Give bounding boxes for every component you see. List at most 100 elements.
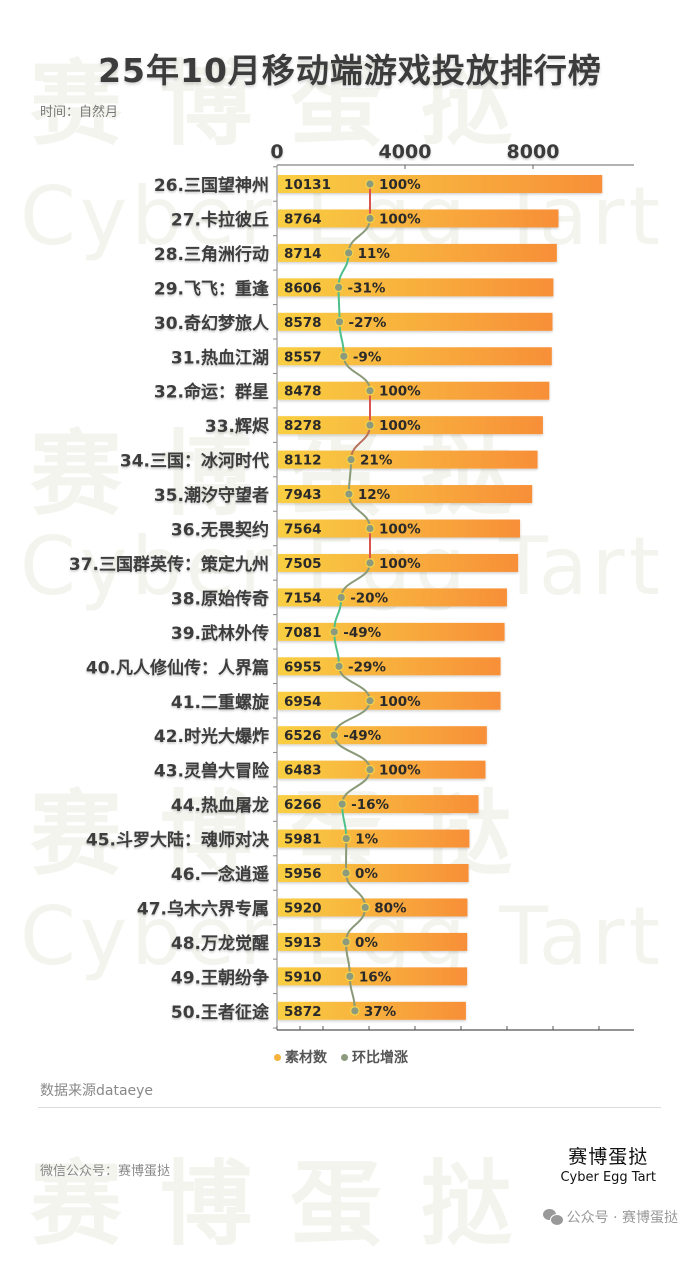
- line-point[interactable]: [335, 318, 343, 326]
- bar-value-label: 8764: [284, 211, 322, 227]
- line-point[interactable]: [351, 1007, 359, 1015]
- bar-value-label: 7564: [284, 522, 322, 538]
- line-point[interactable]: [366, 421, 374, 429]
- bar-value-label: 8714: [284, 246, 322, 262]
- line-value-label: 37%: [364, 1004, 397, 1020]
- line-segment: [339, 287, 340, 321]
- x-tick-label: 4000: [379, 141, 432, 163]
- line-value-label: 0%: [355, 866, 378, 882]
- category-label: 28.三角洲行动: [154, 244, 269, 265]
- line-point[interactable]: [338, 800, 346, 808]
- line-point[interactable]: [345, 490, 353, 498]
- bar-value-label: 7154: [284, 590, 322, 606]
- legend-item-line[interactable]: 环比增涨: [341, 1047, 408, 1067]
- line-point[interactable]: [346, 972, 354, 980]
- line-point[interactable]: [344, 249, 352, 257]
- page-title: 25年10月移动端游戏投放排行榜: [0, 44, 700, 92]
- line-value-label: -27%: [349, 315, 387, 331]
- category-label: 40.凡人修仙传：人界篇: [86, 657, 269, 678]
- category-label: 38.原始传奇: [171, 588, 269, 609]
- line-point[interactable]: [366, 559, 374, 567]
- line-point[interactable]: [340, 352, 348, 360]
- line-value-label: 100%: [379, 763, 421, 779]
- category-label: 31.热血江湖: [171, 347, 269, 368]
- category-labels: 26.三国望神州 27.卡拉彼丘 28.三角洲行动 29.飞飞：重逢 30.奇幻梦旅人 3…: [69, 175, 270, 1023]
- category-label: 46.一念逍遥: [171, 864, 269, 885]
- line-value-label: 12%: [358, 487, 391, 503]
- chart-subtitle: 时间：自然月: [40, 101, 118, 120]
- line-value-label: 100%: [379, 556, 421, 572]
- line-point[interactable]: [337, 593, 345, 601]
- line-value-label: 0%: [355, 935, 378, 951]
- line-value-label: 11%: [358, 246, 391, 262]
- line-value-label: -9%: [353, 349, 382, 365]
- divider: [38, 1107, 661, 1108]
- data-source: 数据来源dataeye: [40, 1080, 153, 1100]
- logo-cn-text: 赛博蛋挞: [560, 1142, 656, 1169]
- line-point[interactable]: [342, 938, 350, 946]
- bar-value-label: 5920: [284, 900, 322, 916]
- line-point[interactable]: [366, 180, 374, 188]
- line-value-label: -31%: [348, 280, 386, 296]
- bar-value-label: 8606: [284, 280, 322, 296]
- account-name: 公众号 · 赛博蛋挞: [567, 1207, 678, 1227]
- line-point[interactable]: [335, 662, 343, 670]
- category-label: 30.奇幻梦旅人: [154, 313, 270, 334]
- category-label: 50.王者征途: [171, 1002, 270, 1023]
- category-label: 35.潮汐守望者: [154, 485, 269, 506]
- category-label: 48.万龙觉醒: [171, 933, 269, 954]
- bar-value-label: 5913: [284, 935, 322, 951]
- bar-value-label: 8478: [284, 384, 322, 400]
- line-value-label: -49%: [343, 625, 381, 641]
- legend-bar-marker-icon: [274, 1054, 281, 1061]
- line-value-label: -16%: [351, 797, 389, 813]
- category-label: 37.三国群英传：策定九州: [69, 554, 269, 575]
- legend-item-bar[interactable]: 素材数: [274, 1047, 327, 1067]
- line-point[interactable]: [366, 387, 374, 395]
- bar-value-label: 8578: [284, 315, 322, 331]
- category-label: 44.热血屠龙: [171, 795, 269, 816]
- x-tick-label: 0: [270, 141, 283, 163]
- category-label: 29.飞飞：重逢: [154, 278, 269, 299]
- wechat-account-id: 微信公众号：赛博蛋挞: [40, 1160, 170, 1179]
- line-value-label: 100%: [379, 384, 421, 400]
- bar-value-label: 6526: [284, 728, 322, 744]
- bar-series: 1013187648714860685788557847882788112794…: [278, 175, 602, 1020]
- legend-label: 环比增涨: [352, 1047, 408, 1067]
- line-value-label: 16%: [359, 969, 392, 985]
- line-point[interactable]: [330, 731, 338, 739]
- line-point[interactable]: [347, 455, 355, 463]
- line-value-label: 100%: [379, 522, 421, 538]
- category-label: 34.三国：冰河时代: [120, 451, 269, 472]
- bar-value-label: 5910: [284, 969, 322, 985]
- line-value-label: 100%: [379, 418, 421, 434]
- bar-value-label: 8112: [284, 453, 322, 469]
- bar-value-label: 5956: [284, 866, 322, 882]
- bar-value-label: 7081: [284, 625, 322, 641]
- bar-value-label: 8278: [284, 418, 322, 434]
- category-label: 42.时光大爆炸: [154, 726, 269, 747]
- bar-value-label: 5981: [284, 832, 322, 848]
- line-point[interactable]: [342, 834, 350, 842]
- line-point[interactable]: [342, 869, 350, 877]
- line-point[interactable]: [330, 628, 338, 636]
- line-point[interactable]: [366, 214, 374, 222]
- line-value-label: 100%: [379, 177, 421, 193]
- brand-logo: 赛博蛋挞 Cyber Egg Tart: [560, 1142, 656, 1185]
- legend-line-marker-icon: [341, 1054, 348, 1061]
- bar-value-label: 6955: [284, 659, 322, 675]
- category-label: 49.王朝纷争: [171, 967, 269, 988]
- bar-value-label: 5872: [284, 1004, 322, 1020]
- category-label: 27.卡拉彼丘: [171, 209, 269, 230]
- category-label: 26.三国望神州: [154, 175, 269, 196]
- line-value-label: -49%: [343, 728, 381, 744]
- line-point[interactable]: [366, 697, 374, 705]
- legend-label: 素材数: [285, 1047, 327, 1067]
- account-tag[interactable]: 公众号 · 赛博蛋挞: [543, 1207, 678, 1227]
- line-point[interactable]: [366, 524, 374, 532]
- line-point[interactable]: [334, 283, 342, 291]
- line-point[interactable]: [361, 903, 369, 911]
- category-label: 32.命运：群星: [154, 382, 269, 403]
- line-point[interactable]: [366, 765, 374, 773]
- category-label: 33.辉烬: [205, 417, 270, 437]
